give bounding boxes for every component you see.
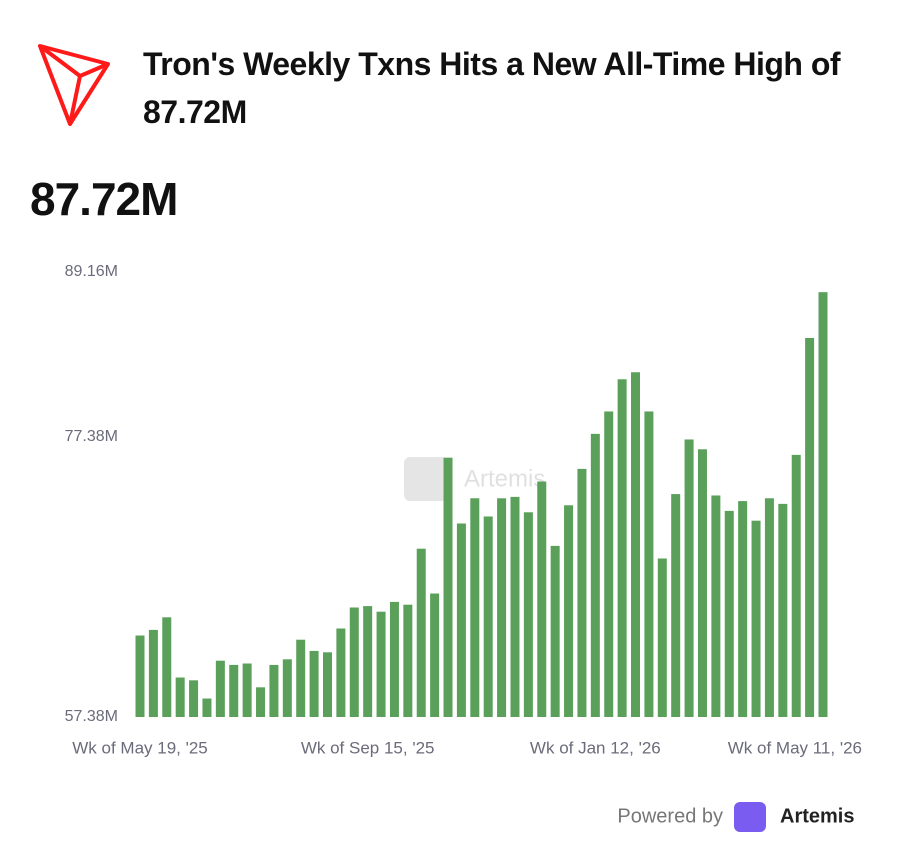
bar <box>282 659 292 717</box>
bar <box>202 698 212 717</box>
bar <box>764 498 774 717</box>
bar <box>657 558 667 717</box>
footer-prefix: Powered by <box>617 805 723 827</box>
bar <box>322 652 332 717</box>
x-tick-label: Wk of May 11, '26 <box>728 738 862 757</box>
headline: 87.72M <box>30 173 178 225</box>
bar <box>577 468 587 717</box>
bar <box>738 501 748 717</box>
bar <box>430 593 440 717</box>
bar <box>818 292 828 717</box>
y-tick-label: 77.38M <box>65 428 118 445</box>
bar <box>671 494 681 717</box>
bar <box>443 457 453 717</box>
bar <box>389 601 399 717</box>
y-tick-label: 57.38M <box>65 708 118 725</box>
x-tick-label: Wk of May 19, '25 <box>72 738 208 757</box>
bar <box>791 454 801 717</box>
bar <box>135 635 145 717</box>
bar <box>590 433 600 717</box>
bar <box>497 498 507 717</box>
tron-logo <box>38 44 110 126</box>
bar <box>269 664 279 717</box>
bar <box>604 411 614 717</box>
bar <box>644 411 654 717</box>
watermark-text: Artemis <box>464 465 545 492</box>
bar <box>229 664 239 717</box>
x-tick-label: Wk of Jan 12, '26 <box>530 738 661 757</box>
bar <box>631 372 641 717</box>
bar <box>148 629 158 717</box>
bar <box>805 337 815 717</box>
bar <box>376 611 386 717</box>
bar <box>470 498 480 717</box>
bar <box>483 516 493 717</box>
bar <box>510 496 520 717</box>
bar <box>242 663 252 717</box>
bar <box>724 510 734 717</box>
brand-logo <box>734 802 766 832</box>
bar <box>175 677 185 717</box>
bar <box>349 607 359 717</box>
title: Tron's Weekly Txns Hits a New All-Time H… <box>143 46 841 130</box>
bar <box>189 680 199 717</box>
bar <box>336 628 346 717</box>
bar <box>550 545 560 717</box>
footer-brand: Artemis <box>780 805 854 827</box>
bar <box>711 495 721 717</box>
bar <box>363 606 373 717</box>
bar <box>256 687 266 717</box>
bar <box>751 520 761 717</box>
bar <box>684 439 694 717</box>
bar <box>617 379 627 717</box>
watermark: Artemis <box>404 457 545 501</box>
bar <box>403 604 413 717</box>
bar <box>215 660 225 717</box>
bar <box>456 523 466 717</box>
y-tick-label: 89.16M <box>65 263 118 280</box>
bar <box>309 650 319 717</box>
bar <box>537 481 547 717</box>
bar <box>564 505 574 717</box>
bar <box>778 503 788 717</box>
bar <box>416 548 426 717</box>
bar <box>697 449 707 717</box>
x-tick-label: Wk of Sep 15, '25 <box>301 738 435 757</box>
bar <box>296 639 306 717</box>
bar <box>162 617 172 717</box>
bar <box>523 512 533 717</box>
